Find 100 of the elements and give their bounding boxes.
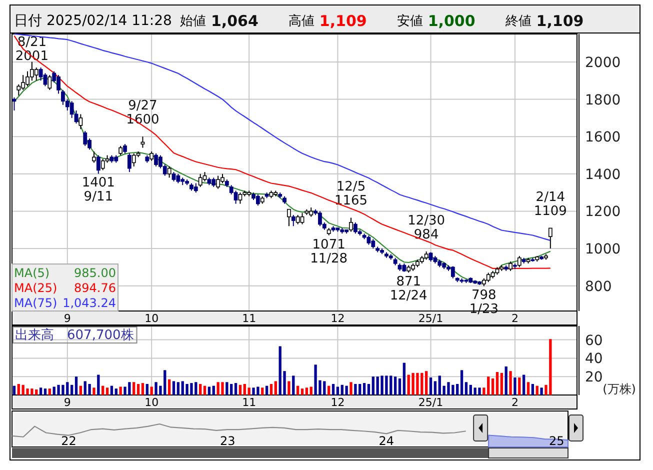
y-tick-label: 1400: [585, 166, 621, 183]
x-tick-label: 25/1: [418, 396, 444, 409]
bar: [48, 388, 51, 395]
bar: [119, 386, 122, 395]
y-tick-label: 1200: [585, 204, 621, 220]
candlestick: [202, 172, 207, 182]
annotation: 1,043.24: [62, 296, 116, 310]
bar: [354, 384, 357, 395]
bar: [203, 386, 206, 395]
bar: [106, 388, 109, 395]
bar: [146, 384, 148, 395]
annotation: 985.00: [74, 266, 116, 280]
bar: [336, 386, 340, 395]
bar: [402, 362, 406, 395]
bar: [372, 376, 374, 395]
candlestick: [12, 96, 16, 111]
candlestick: [234, 190, 238, 204]
bar: [464, 382, 468, 395]
candlestick: [176, 173, 180, 184]
bar: [310, 386, 312, 395]
bar: [92, 388, 96, 395]
text: 高値 1,109: [288, 12, 367, 30]
bar: [394, 376, 397, 395]
bar: [429, 378, 432, 395]
candlestick: [371, 238, 376, 250]
candlestick: [96, 154, 100, 174]
bar: [504, 366, 508, 395]
bar: [208, 386, 211, 395]
bar: [199, 384, 202, 395]
x-tick-label: 2: [511, 396, 518, 409]
candlestick: [70, 100, 74, 118]
bar: [328, 386, 330, 395]
bar: [460, 370, 464, 395]
bar: [500, 372, 503, 395]
y-tick-label: 800: [585, 278, 612, 295]
x-tick-label: 10: [144, 396, 159, 409]
bar: [350, 382, 352, 395]
bar: [136, 384, 140, 395]
y-tick-label: 20: [585, 370, 603, 386]
candlestick: [508, 261, 512, 272]
candlestick: [300, 212, 304, 225]
annotation: 871 12/24: [390, 274, 428, 304]
candlestick: [238, 192, 242, 204]
bar: [97, 374, 100, 395]
annotation: 1401 9/11: [82, 176, 115, 205]
candlestick: [216, 175, 220, 190]
candlestick: [48, 74, 52, 90]
y-tick-label: 60: [585, 332, 603, 349]
candlestick: [194, 182, 198, 194]
y-tick-label: 40: [585, 351, 603, 368]
annotation: 894.76: [74, 281, 116, 295]
bar: [226, 382, 228, 395]
candlestick: [123, 144, 127, 154]
x-tick-label: 11: [242, 396, 256, 409]
legend: MA(5) 985.00 MA(25) 894.76 MA(75) 1,043.24: [12, 264, 118, 312]
x-tick-label: 9: [64, 312, 71, 325]
candlestick: [92, 151, 96, 164]
bar: [114, 388, 118, 395]
bar: [362, 383, 366, 395]
bar: [70, 384, 74, 395]
bar: [518, 378, 521, 395]
bar: [141, 383, 144, 395]
x-tick-label: 9: [64, 396, 71, 409]
candlestick: [450, 266, 455, 279]
bar: [261, 388, 264, 395]
bar: [305, 388, 308, 395]
bar: [248, 388, 250, 395]
bar: [509, 371, 512, 395]
annotation: 2/14 1109: [534, 190, 567, 220]
bar: [39, 388, 42, 395]
bar: [172, 381, 176, 395]
candlestick: [198, 173, 202, 188]
candlestick: [132, 152, 136, 167]
x-tick-label: 11: [242, 312, 256, 325]
bar: [212, 386, 215, 395]
x-tick-label: 12: [330, 396, 345, 409]
bar: [238, 384, 242, 395]
text: 安値 1,000: [396, 12, 476, 30]
annotation: 12/30 984: [408, 213, 446, 242]
x-tick-label: 22: [61, 434, 76, 448]
bar: [332, 384, 335, 395]
x-tick-label: 12: [330, 312, 345, 325]
candlestick: [167, 166, 172, 178]
bar: [176, 382, 180, 395]
x-tick-label: 24: [378, 434, 394, 448]
bar: [12, 386, 16, 395]
bar: [514, 378, 516, 395]
bar: [531, 384, 534, 395]
bar: [274, 381, 277, 395]
bar: [526, 382, 530, 395]
bar: [345, 386, 348, 395]
candlestick: [100, 158, 105, 171]
y-axis-title: (万株): [602, 382, 636, 396]
candlestick: [83, 130, 88, 146]
y-tick-label: 1800: [585, 92, 621, 108]
bar: [398, 378, 402, 395]
candlestick: [78, 114, 83, 130]
x-tick-label: 23: [220, 434, 236, 448]
bar: [44, 388, 47, 395]
candlestick: [118, 145, 123, 156]
